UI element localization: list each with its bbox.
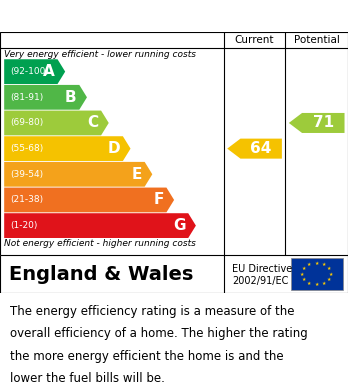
- Polygon shape: [4, 136, 130, 161]
- Text: 71: 71: [313, 115, 334, 131]
- Text: ★: ★: [322, 262, 326, 267]
- Text: C: C: [87, 115, 98, 131]
- Text: ★: ★: [322, 281, 326, 286]
- Polygon shape: [289, 113, 345, 133]
- Text: ★: ★: [302, 277, 306, 282]
- Polygon shape: [4, 213, 196, 238]
- Text: (69-80): (69-80): [10, 118, 44, 127]
- Text: overall efficiency of a home. The higher the rating: overall efficiency of a home. The higher…: [10, 327, 308, 341]
- Text: 2002/91/EC: 2002/91/EC: [232, 276, 289, 286]
- Text: the more energy efficient the home is and the: the more energy efficient the home is an…: [10, 350, 284, 363]
- Text: ★: ★: [327, 277, 332, 282]
- Text: ★: ★: [329, 272, 333, 276]
- Text: (55-68): (55-68): [10, 144, 44, 153]
- Polygon shape: [4, 85, 87, 110]
- Text: (81-91): (81-91): [10, 93, 44, 102]
- Bar: [291, 258, 343, 290]
- Text: ★: ★: [315, 282, 319, 287]
- Polygon shape: [4, 111, 109, 135]
- Text: lower the fuel bills will be.: lower the fuel bills will be.: [10, 372, 165, 386]
- Text: A: A: [43, 64, 55, 79]
- Text: F: F: [153, 192, 164, 208]
- Text: ★: ★: [302, 266, 306, 271]
- Polygon shape: [4, 188, 174, 212]
- Text: EU Directive: EU Directive: [232, 264, 293, 274]
- Text: G: G: [173, 218, 185, 233]
- Text: E: E: [132, 167, 142, 182]
- Polygon shape: [227, 139, 282, 159]
- Text: D: D: [108, 141, 120, 156]
- Text: ★: ★: [300, 272, 304, 276]
- Polygon shape: [4, 59, 65, 84]
- Text: (1-20): (1-20): [10, 221, 38, 230]
- Text: Very energy efficient - lower running costs: Very energy efficient - lower running co…: [4, 50, 196, 59]
- Text: B: B: [65, 90, 77, 105]
- Text: England & Wales: England & Wales: [9, 265, 193, 283]
- Text: ★: ★: [315, 261, 319, 266]
- Text: (21-38): (21-38): [10, 196, 44, 204]
- Text: 64: 64: [251, 141, 272, 156]
- Text: (39-54): (39-54): [10, 170, 44, 179]
- Text: Potential: Potential: [294, 35, 340, 45]
- Text: The energy efficiency rating is a measure of the: The energy efficiency rating is a measur…: [10, 305, 295, 318]
- Text: Not energy efficient - higher running costs: Not energy efficient - higher running co…: [4, 239, 196, 248]
- Text: ★: ★: [307, 281, 311, 286]
- Text: Energy Efficiency Rating: Energy Efficiency Rating: [10, 9, 232, 23]
- Polygon shape: [4, 162, 152, 187]
- Text: (92-100): (92-100): [10, 67, 49, 76]
- Text: ★: ★: [327, 266, 332, 271]
- Text: Current: Current: [235, 35, 274, 45]
- Text: ★: ★: [307, 262, 311, 267]
